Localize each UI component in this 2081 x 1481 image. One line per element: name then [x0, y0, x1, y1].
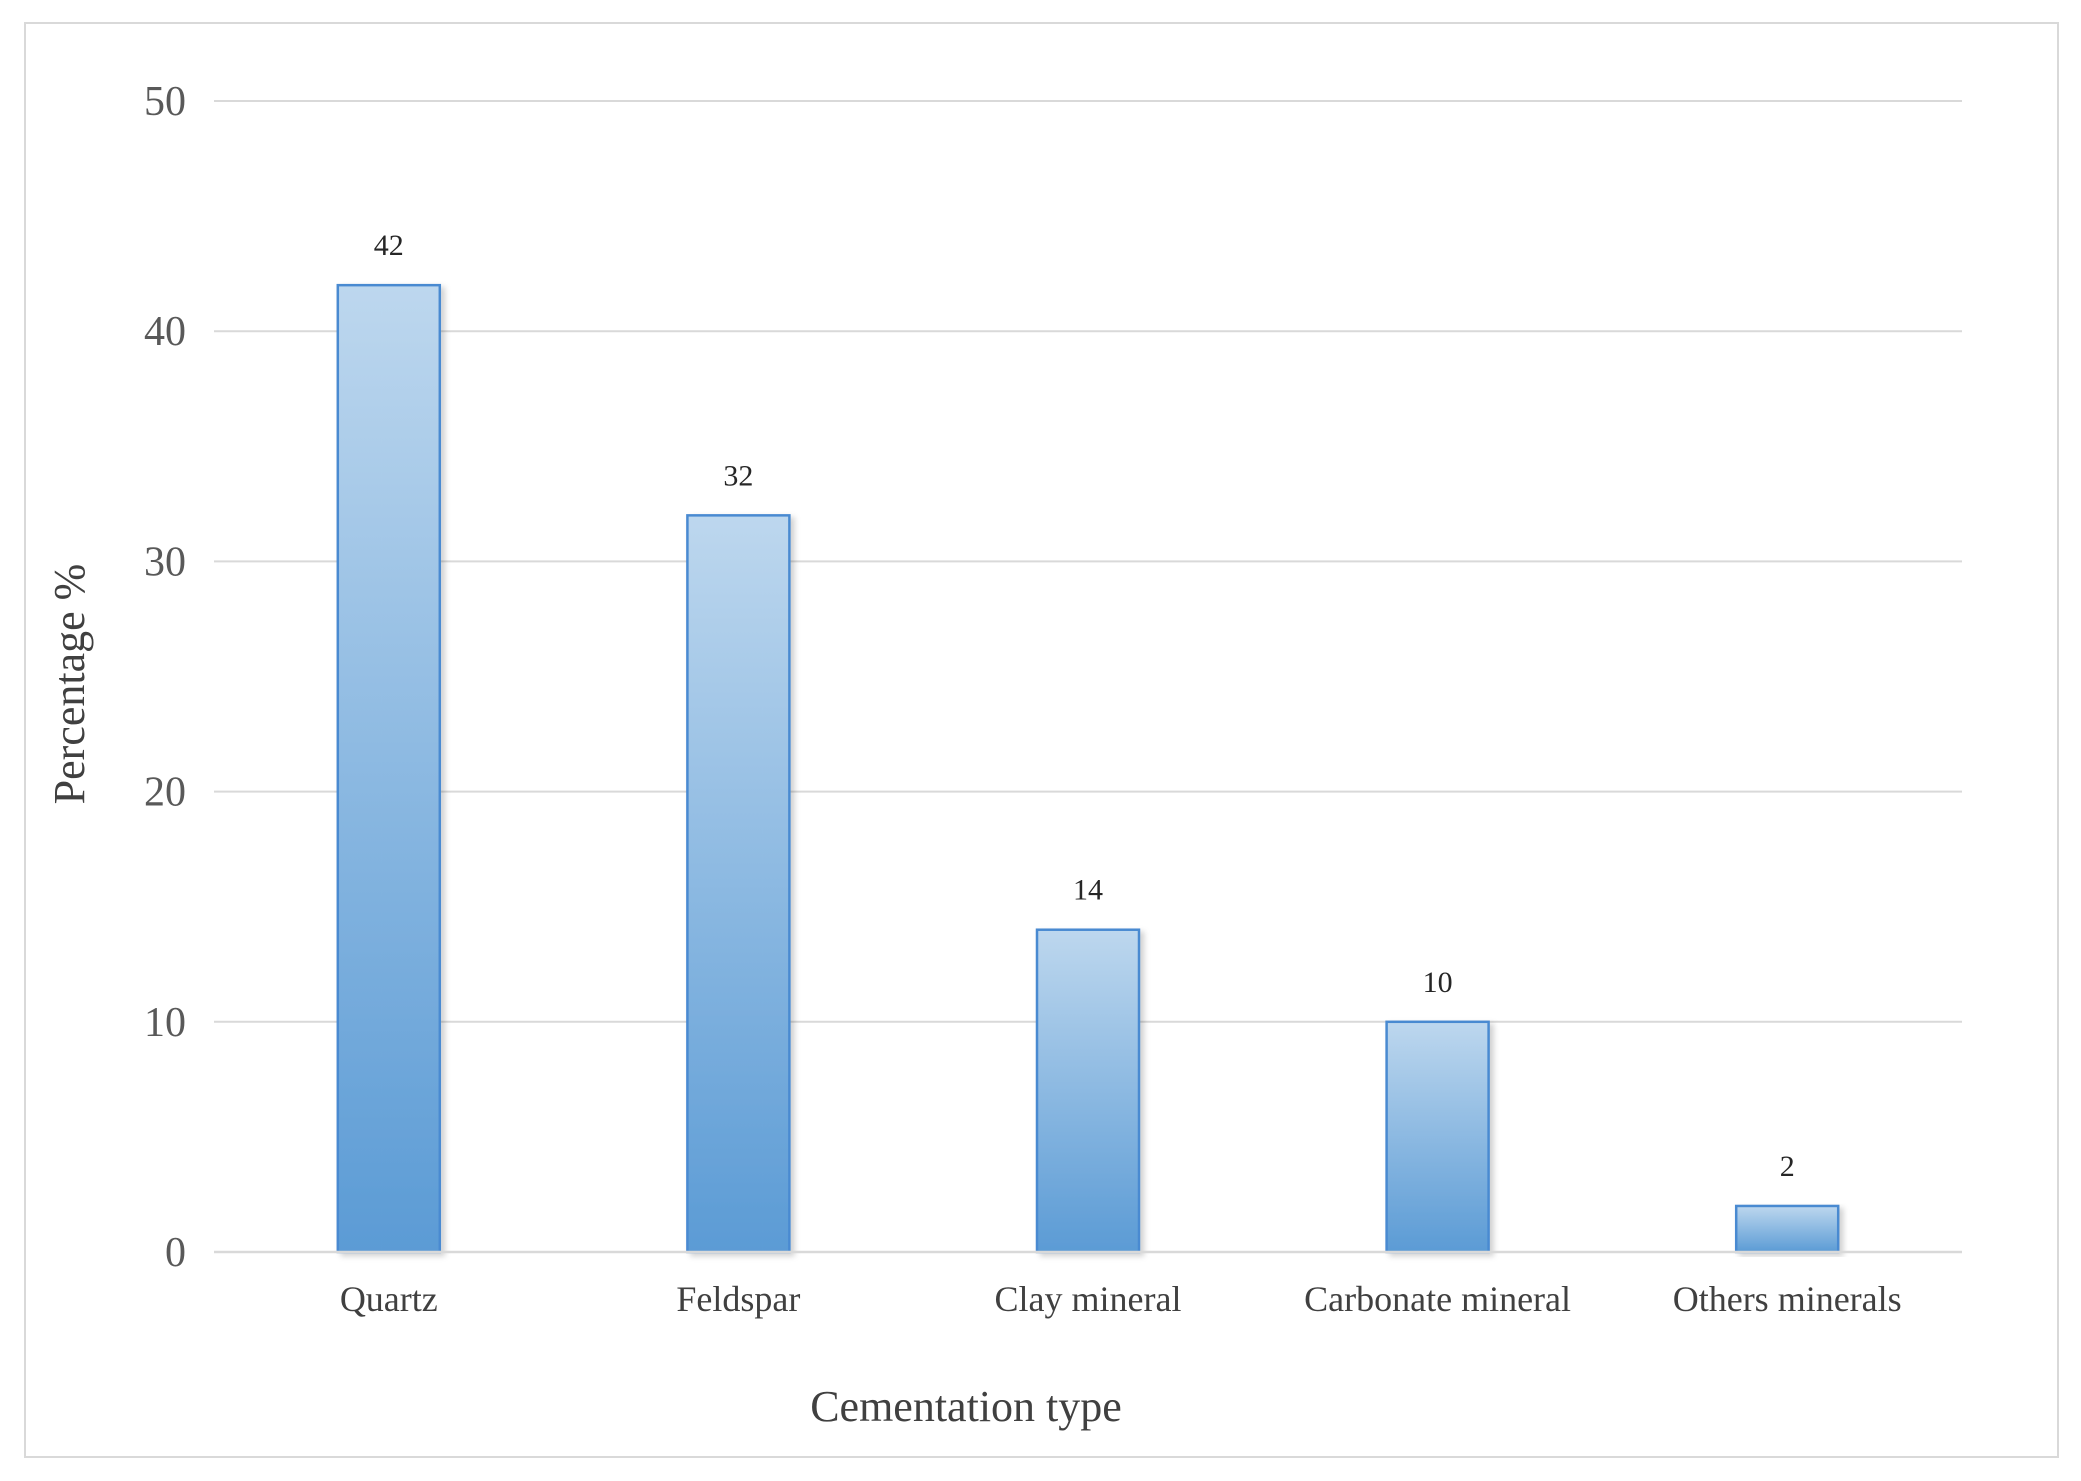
y-tick-label: 50	[144, 79, 186, 125]
y-axis-title: Percentage %	[45, 564, 94, 805]
bar-clay-mineral	[1035, 928, 1141, 1254]
x-tick-label: Clay mineral	[995, 1279, 1182, 1319]
y-tick-label: 20	[144, 770, 186, 816]
data-label: 32	[723, 459, 753, 492]
bar-feldspar	[686, 514, 791, 1254]
x-axis-title: Cementation type	[810, 1382, 1122, 1431]
bar-quartz	[336, 283, 442, 1254]
bar-others-minerals	[1734, 1204, 1840, 1254]
x-tick-label: Quartz	[340, 1279, 438, 1319]
data-labels: 42 32 14 10 2	[374, 229, 1795, 1183]
x-tick-label: Carbonate mineral	[1304, 1279, 1571, 1319]
x-axis-ticks: Quartz Feldspar Clay mineral Carbonate mine…	[340, 1279, 1902, 1319]
y-tick-label: 0	[165, 1230, 186, 1276]
y-tick-label: 40	[144, 309, 186, 355]
data-label: 14	[1073, 874, 1103, 907]
y-axis-ticks: 0 10 20 30 40 50	[144, 79, 186, 1276]
data-label: 10	[1423, 966, 1453, 999]
y-tick-label: 10	[144, 1000, 186, 1046]
y-tick-label: 30	[144, 539, 186, 585]
data-label: 42	[374, 229, 404, 262]
bars	[214, 283, 1962, 1254]
bar-carbonate-mineral	[1385, 1020, 1490, 1254]
x-tick-label: Others minerals	[1673, 1279, 1902, 1319]
data-label: 2	[1780, 1150, 1795, 1183]
x-tick-label: Feldspar	[676, 1279, 800, 1319]
